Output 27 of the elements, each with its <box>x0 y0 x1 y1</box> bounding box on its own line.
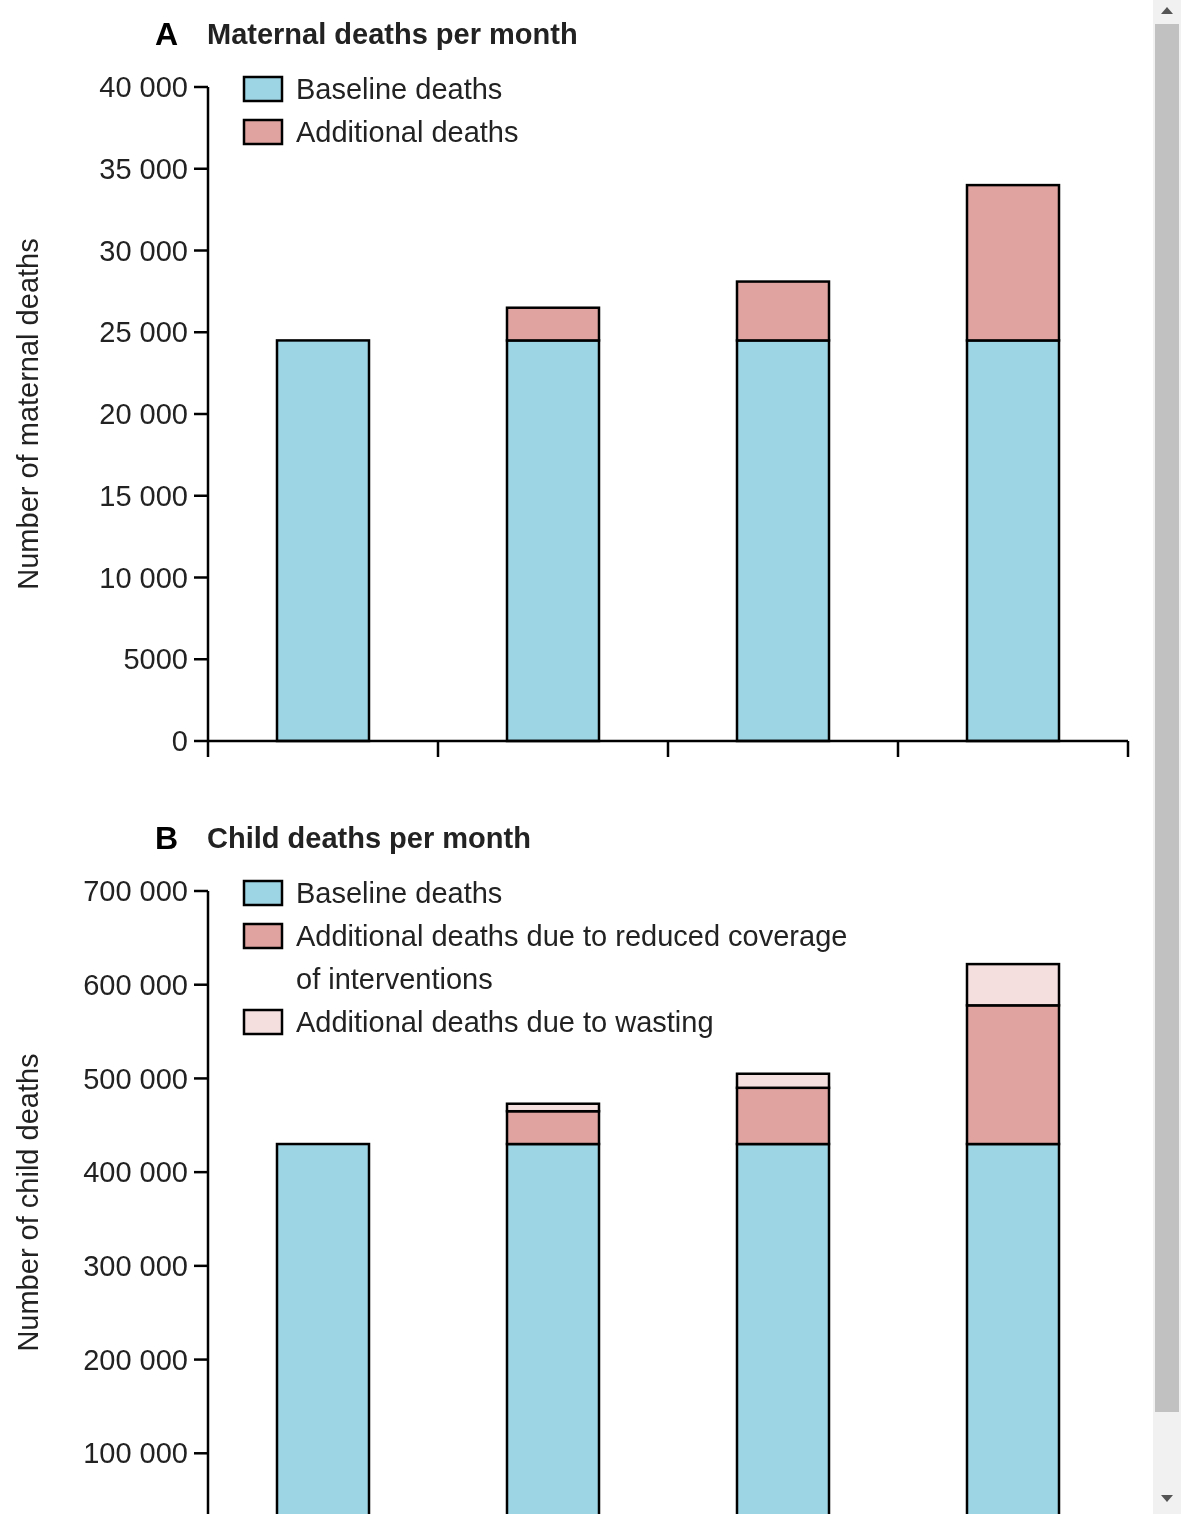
y-tick-label: 200 000 <box>83 1343 188 1376</box>
y-tick-label: 400 000 <box>83 1156 188 1189</box>
y-tick-label: 35 000 <box>99 152 188 185</box>
legend-label: Baseline deaths <box>296 877 503 910</box>
text: A <box>155 16 179 53</box>
y-tick-label: 500 000 <box>83 1062 188 1095</box>
legend-label: Additional deaths <box>296 116 519 149</box>
y-axis-title: Number of child deaths <box>12 1053 45 1352</box>
y-tick-label: 40 000 <box>99 71 188 104</box>
y-tick-label: 0 <box>171 725 188 758</box>
y-tick-label: 10 000 <box>99 561 188 594</box>
legend-label: Additional deaths due to reduced coverage of interventions <box>296 920 848 996</box>
y-tick-label: 5000 <box>123 643 188 676</box>
chart-title: Child deaths per month <box>207 822 531 855</box>
y-tick-label: 20 000 <box>99 398 188 431</box>
text: B <box>155 820 179 857</box>
y-tick-label: 600 000 <box>83 968 188 1001</box>
legend-label: Additional deaths due to wasting <box>296 1006 714 1039</box>
y-tick-label: 100 000 <box>83 1437 188 1470</box>
y-tick-label: 300 000 <box>83 1250 188 1283</box>
legend-label: Baseline deaths <box>296 73 503 106</box>
y-tick-label: 700 000 <box>83 875 188 908</box>
y-axis-title: Number of maternal deaths <box>12 238 45 590</box>
y-tick-label: 15 000 <box>99 479 188 512</box>
y-tick-label: 30 000 <box>99 234 188 267</box>
y-tick-label: 25 000 <box>99 316 188 349</box>
chart-title: Maternal deaths per month <box>207 18 578 51</box>
